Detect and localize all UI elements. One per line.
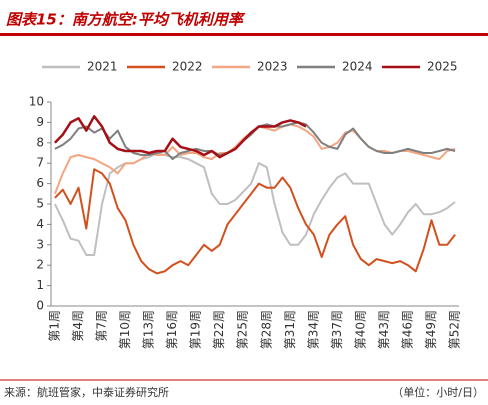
y-tick-label: 10	[29, 95, 44, 109]
x-tick-label: 第25周	[236, 310, 250, 349]
x-tick-label: 第46周	[401, 310, 415, 349]
unit: （单位：小时/日）	[392, 385, 484, 399]
chart-title: 图表15：南方航空:平均飞机利用率	[6, 11, 246, 29]
y-tick-label: 3	[36, 237, 44, 251]
legend-label: 2022	[172, 60, 203, 74]
series-line	[54, 152, 456, 256]
legend-label: 2023	[257, 60, 288, 74]
series-line	[54, 121, 456, 161]
x-tick-label: 第1周	[47, 310, 61, 342]
x-tick-label: 第43周	[377, 310, 391, 349]
x-tick-label: 第7周	[95, 310, 109, 342]
legend-label: 2021	[87, 60, 118, 74]
y-tick-label: 7	[36, 156, 44, 170]
x-tick-label: 第10周	[118, 310, 132, 349]
series-line	[53, 115, 307, 159]
x-tick-label: 第4周	[71, 310, 85, 342]
x-tick-label: 第52周	[448, 310, 462, 349]
y-tick-label: 0	[36, 299, 44, 313]
x-tick-label: 第28周	[259, 310, 273, 349]
x-tick-label: 第19周	[189, 310, 203, 349]
y-tick-label: 6	[36, 176, 44, 190]
y-tick-label: 4	[36, 217, 44, 231]
series-line	[54, 168, 456, 275]
y-tick-label: 8	[36, 135, 44, 149]
legend-label: 2024	[342, 60, 373, 74]
legend-label: 2025	[427, 60, 458, 74]
y-tick-label: 1	[36, 278, 44, 292]
y-tick-label: 2	[36, 258, 44, 272]
x-tick-label: 第22周	[212, 310, 226, 349]
x-tick-label: 第37周	[330, 310, 344, 349]
y-tick-label: 9	[36, 115, 44, 129]
x-tick-label: 第31周	[283, 310, 297, 349]
x-tick-label: 第34周	[306, 310, 320, 349]
source: 来源：航班管家，中泰证券研究所	[4, 385, 169, 399]
x-tick-label: 第49周	[424, 310, 438, 349]
x-tick-label: 第13周	[142, 310, 156, 349]
y-tick-label: 5	[36, 197, 44, 211]
x-tick-label: 第16周	[165, 310, 179, 349]
x-tick-label: 第40周	[353, 310, 367, 349]
title-rule	[0, 33, 488, 36]
